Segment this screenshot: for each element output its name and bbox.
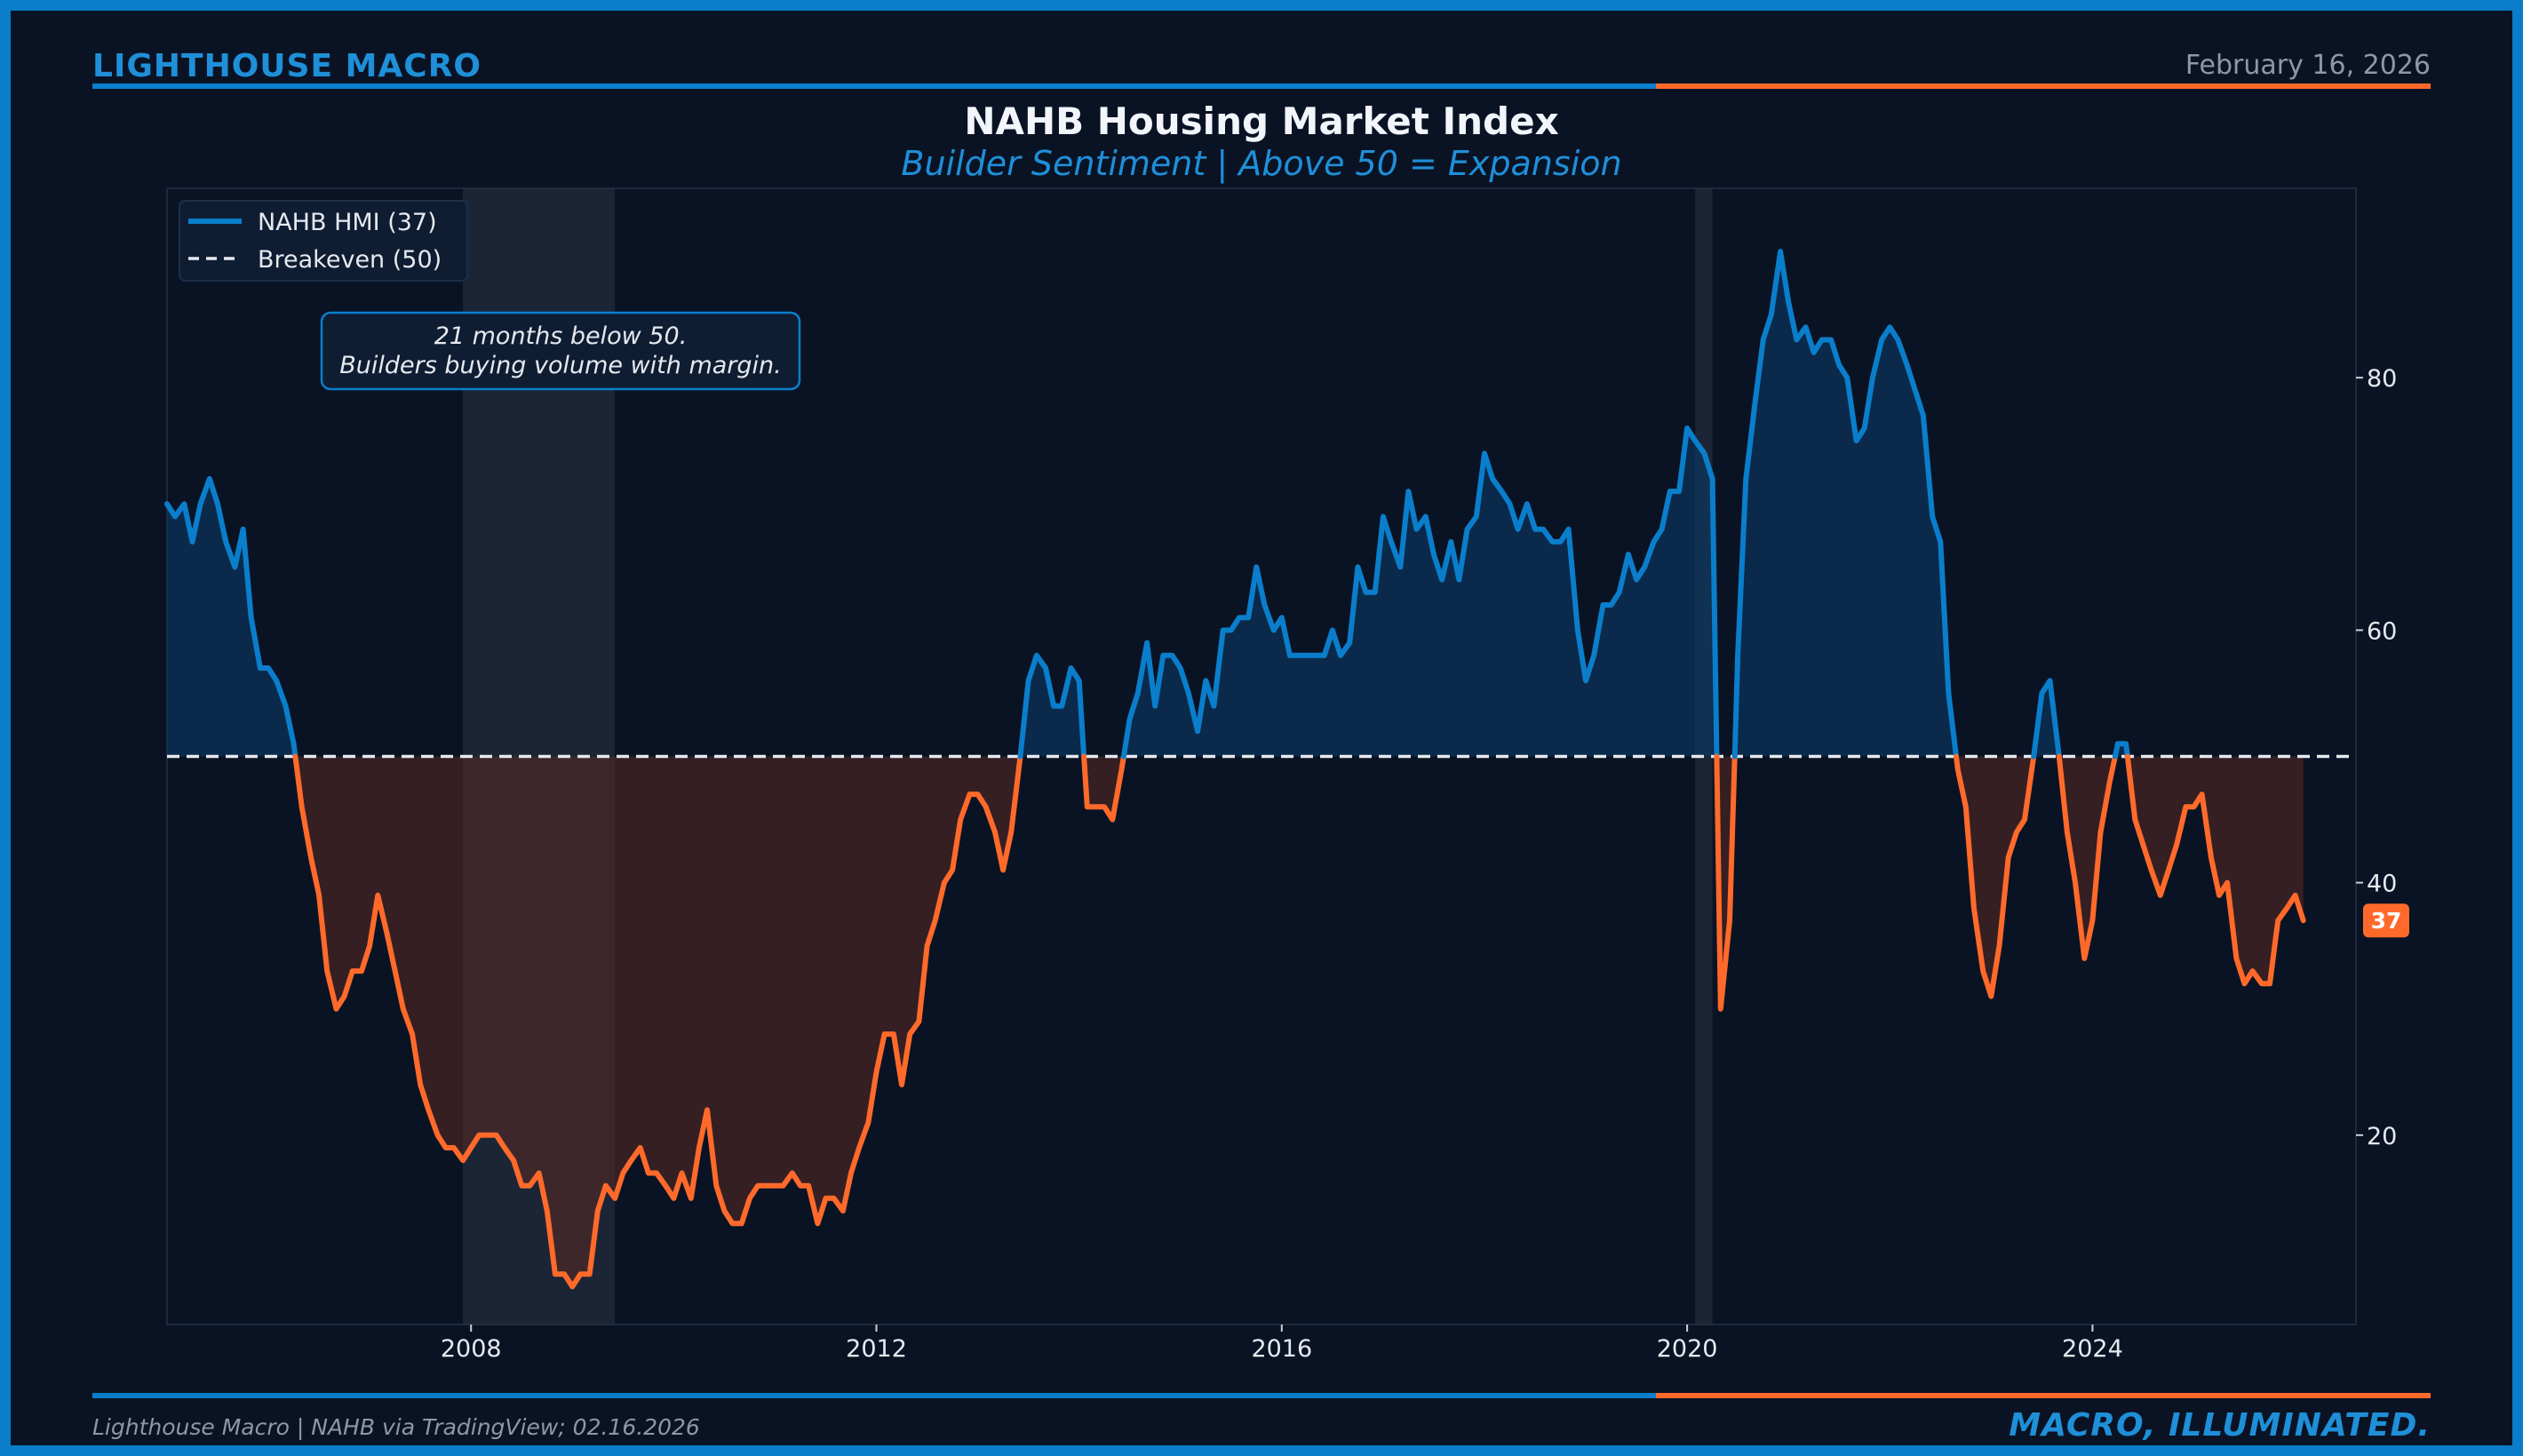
footer-rule <box>92 1393 2431 1398</box>
annotation-line-1: 21 months below 50. <box>434 322 688 350</box>
hmi-line-above-3 <box>1017 652 1087 760</box>
y-tick-label: 20 <box>2367 1123 2397 1150</box>
tagline: MACRO, ILLUMINATED. <box>2009 1407 2431 1444</box>
area-fill-above-7 <box>1734 251 1956 757</box>
hmi-line-below-10 <box>2056 753 2118 961</box>
y-tick-label: 40 <box>2367 871 2397 898</box>
x-tick-label: 2016 <box>1251 1335 1312 1363</box>
y-tick-label: 60 <box>2367 617 2397 645</box>
source-note: Lighthouse Macro | NAHB via TradingView;… <box>92 1414 700 1440</box>
hmi-line-above-9 <box>2031 678 2062 760</box>
area-fill-above-1 <box>167 478 296 757</box>
x-tick-label: 2008 <box>441 1335 502 1363</box>
hmi-line-below-12 <box>2124 753 2306 987</box>
legend-label-hmi: NAHB HMI (37) <box>258 209 437 236</box>
hmi-line-above-7 <box>1731 249 1959 760</box>
y-tick-label: 80 <box>2367 365 2397 393</box>
chart-subtitle: Builder Sentiment | Above 50 = Expansion <box>901 144 1622 183</box>
annotation-box <box>320 311 801 391</box>
chart-svg: 2008 2012 2016 2020 2024 20 40 60 80 37 NAHB HMI (… <box>164 187 2409 1363</box>
x-tick-label: 2020 <box>1657 1335 1718 1363</box>
area-fill-below-2 <box>295 756 1021 1287</box>
last-value-label: 37 <box>2371 908 2402 934</box>
hmi-line-below-6 <box>1714 753 1738 1012</box>
header-rule <box>92 84 2431 89</box>
area-fill-above-9 <box>2034 680 2059 757</box>
hmi-line-above-5 <box>1120 426 1720 760</box>
legend-box <box>179 200 468 282</box>
legend-label-breakeven: Breakeven (50) <box>258 246 442 274</box>
hmi-line-below-8 <box>1954 753 2037 999</box>
hmi-line-above-1 <box>164 475 298 760</box>
area-fill-below-8 <box>1955 756 2034 997</box>
x-tick-label: 2024 <box>2062 1335 2123 1363</box>
x-tick-label: 2012 <box>846 1335 907 1363</box>
area-fill-above-5 <box>1123 428 1717 757</box>
hmi-line-below-2 <box>292 753 1023 1290</box>
header-date: February 16, 2026 <box>2185 50 2431 81</box>
chart-title: NAHB Housing Market Index <box>964 99 1559 143</box>
area-fill-below-10 <box>2058 756 2115 959</box>
hmi-line-above-11 <box>2112 741 2130 760</box>
hmi-line-below-4 <box>1081 753 1126 823</box>
brand-logo-text: LIGHTHOUSE MACRO <box>92 48 482 84</box>
annotation-line-2: Builders buying volume with margin. <box>339 352 781 379</box>
last-value-badge <box>2363 903 2409 938</box>
